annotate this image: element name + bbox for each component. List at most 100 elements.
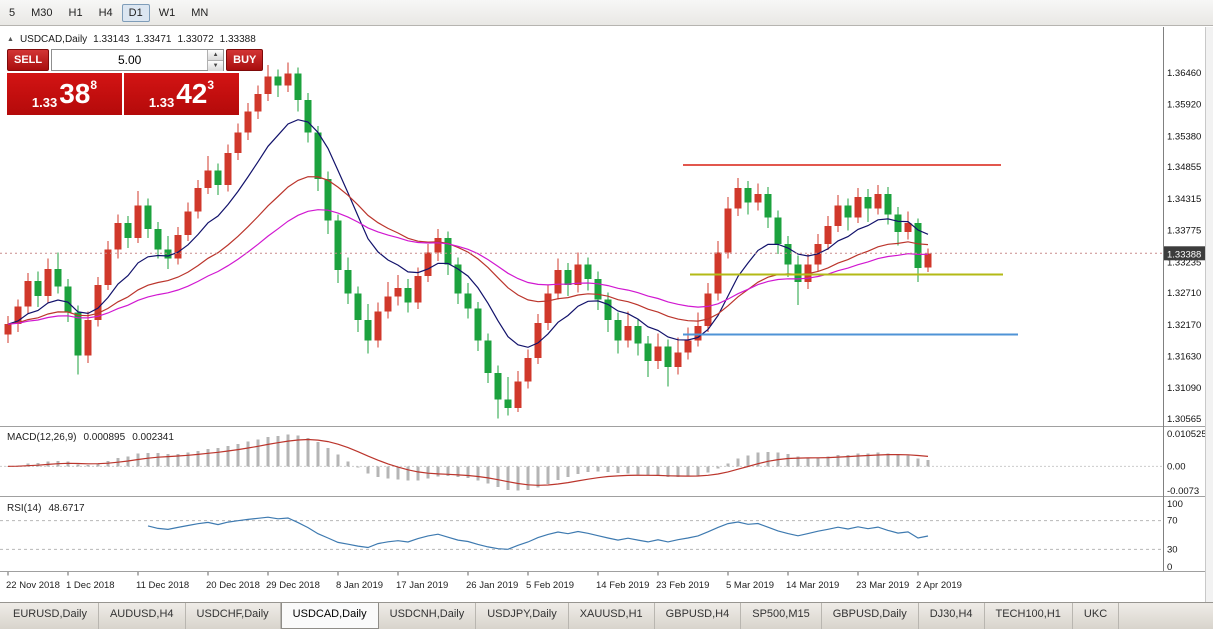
rsi-axis[interactable]: 100 70 30 0 (1167, 499, 1183, 573)
volume-spinner[interactable]: ▲ ▼ (51, 49, 225, 71)
price-axis[interactable]: 1.36460 1.35920 1.35380 1.34855 1.34315 1.337… (1167, 68, 1201, 425)
volume-increase-button[interactable]: ▲ (208, 50, 224, 61)
macd-indicator-name: MACD(12,26,9) (7, 432, 77, 443)
candle-body (4, 324, 12, 335)
chart-tab-gbpusd-daily[interactable]: GBPUSD,Daily (822, 603, 919, 629)
chart-canvas[interactable]: 1.364601.359201.353801.348551.343151.337… (0, 27, 1213, 602)
candle-body (24, 280, 32, 307)
timeframe-button-w1[interactable]: W1 (158, 6, 176, 19)
candle-body (504, 399, 512, 409)
candle-body (384, 296, 392, 312)
svg-text:5 Feb 2019: 5 Feb 2019 (526, 580, 574, 591)
candle-body (494, 372, 502, 400)
buy-price-sup: 3 (207, 78, 215, 92)
sell-button[interactable]: SELL (7, 49, 50, 71)
sell-price-display[interactable]: 1.33 38 8 (7, 73, 122, 115)
svg-text:1.32710: 1.32710 (1167, 288, 1201, 299)
candle-body (454, 264, 462, 294)
candle-body (794, 264, 802, 282)
candle-body (184, 211, 192, 235)
chart-tab-usdchf-daily[interactable]: USDCHF,Daily (186, 603, 281, 629)
candle-body (314, 132, 322, 180)
chart-tab-gbpusd-h4[interactable]: GBPUSD,H4 (655, 603, 742, 629)
sell-price-big: 38 (59, 78, 91, 109)
candle-body (154, 229, 162, 250)
candle-body (124, 223, 132, 238)
svg-text:1.32170: 1.32170 (1167, 320, 1201, 331)
timeframe-buttons: 5 M30 H1 H4 D1 W1 MN (2, 3, 217, 22)
svg-text:22 Nov 2018: 22 Nov 2018 (6, 580, 60, 591)
svg-text:1.34855: 1.34855 (1167, 162, 1201, 173)
chart-tab-usdcad-daily[interactable]: USDCAD,Daily (280, 603, 379, 629)
svg-text:0.00: 0.00 (1167, 461, 1186, 472)
candle-body (254, 94, 262, 112)
svg-text:11 Dec 2018: 11 Dec 2018 (136, 580, 189, 591)
chart-tab-usdjpy-daily[interactable]: USDJPY,Daily (476, 603, 569, 629)
candle-body (784, 243, 792, 265)
macd-axis[interactable]: 0.010525 0.00 -0.0073 (1167, 429, 1207, 497)
ohlc-open: 1.33143 (93, 34, 130, 45)
svg-text:20 Dec 2018: 20 Dec 2018 (206, 580, 260, 591)
candle-body (584, 264, 592, 279)
chart-tab-ukc[interactable]: UKC (1073, 603, 1120, 629)
svg-text:0: 0 (1167, 562, 1172, 573)
svg-text:23 Feb 2019: 23 Feb 2019 (656, 580, 709, 591)
timeframe-button-mn[interactable]: MN (191, 6, 209, 19)
svg-text:5 Mar 2019: 5 Mar 2019 (726, 580, 774, 591)
svg-text:100: 100 (1167, 499, 1183, 510)
timeframe-button-d1[interactable]: D1 (121, 3, 150, 22)
candle-body (64, 286, 72, 313)
candle-body (824, 226, 832, 244)
buy-price-display[interactable]: 1.33 42 3 (124, 73, 239, 115)
volume-decrease-button[interactable]: ▼ (208, 61, 224, 71)
chart-tab-usdcnh-daily[interactable]: USDCNH,Daily (379, 603, 477, 629)
rsi-label: RSI(14) 48.6717 (7, 503, 85, 514)
timeframe-button-5[interactable]: 5 (9, 6, 16, 19)
candle-body (544, 293, 552, 324)
candle-body (644, 343, 652, 362)
candle-body (594, 278, 602, 300)
candle-body (444, 237, 452, 265)
chart-tab-tech100-h1[interactable]: TECH100,H1 (985, 603, 1073, 629)
buy-button[interactable]: BUY (226, 49, 264, 71)
candle-body (534, 323, 542, 359)
candle-body (194, 188, 202, 212)
macd-signal-line (7, 438, 929, 486)
current-price-badge: 1.33388 (1164, 246, 1208, 261)
candle-body (74, 312, 82, 356)
timeframe-button-h4[interactable]: H4 (98, 6, 113, 19)
candle-body (554, 270, 562, 294)
chart-tab-audusd-h4[interactable]: AUDUSD,H4 (99, 603, 186, 629)
candle-body (164, 249, 172, 259)
right-scroll-strip[interactable] (1205, 27, 1213, 602)
candle-body (884, 193, 892, 215)
candle-body (694, 325, 702, 341)
candle-body (874, 193, 882, 209)
timeframe-button-h1[interactable]: H1 (68, 6, 83, 19)
svg-text:29 Dec 2018: 29 Dec 2018 (266, 580, 320, 591)
candle-body (754, 193, 762, 203)
svg-text:1 Dec 2018: 1 Dec 2018 (66, 580, 115, 591)
candle-body (484, 340, 492, 373)
volume-input[interactable] (52, 50, 208, 70)
timeframe-button-m30[interactable]: M30 (31, 6, 53, 19)
candle-body (214, 170, 222, 186)
chart-tab-eurusd-daily[interactable]: EURUSD,Daily (2, 603, 99, 629)
candle-body (734, 188, 742, 209)
candle-body (104, 249, 112, 285)
svg-text:1.34315: 1.34315 (1167, 194, 1201, 205)
date-axis[interactable]: 22 Nov 2018 1 Dec 2018 11 Dec 2018 20 Dec 2… (6, 571, 962, 592)
chart-tab-dj30-h4[interactable]: DJ30,H4 (919, 603, 985, 629)
candle-body (34, 280, 42, 297)
ohlc-low: 1.33072 (177, 34, 214, 45)
chart-tab-xauusd-h1[interactable]: XAUUSD,H1 (569, 603, 655, 629)
chart-collapse-icon[interactable]: ▲ (7, 36, 14, 43)
candle-body (434, 237, 442, 253)
chart-tab-sp500-m15[interactable]: SP500,M15 (741, 603, 822, 629)
ohlc-close: 1.33388 (219, 34, 256, 45)
candle-body (904, 223, 912, 233)
chart-symbol-label: USDCAD,Daily (19, 34, 88, 45)
candle-body (424, 252, 432, 277)
candle-body (704, 293, 712, 326)
ma-line-40 (7, 209, 929, 325)
